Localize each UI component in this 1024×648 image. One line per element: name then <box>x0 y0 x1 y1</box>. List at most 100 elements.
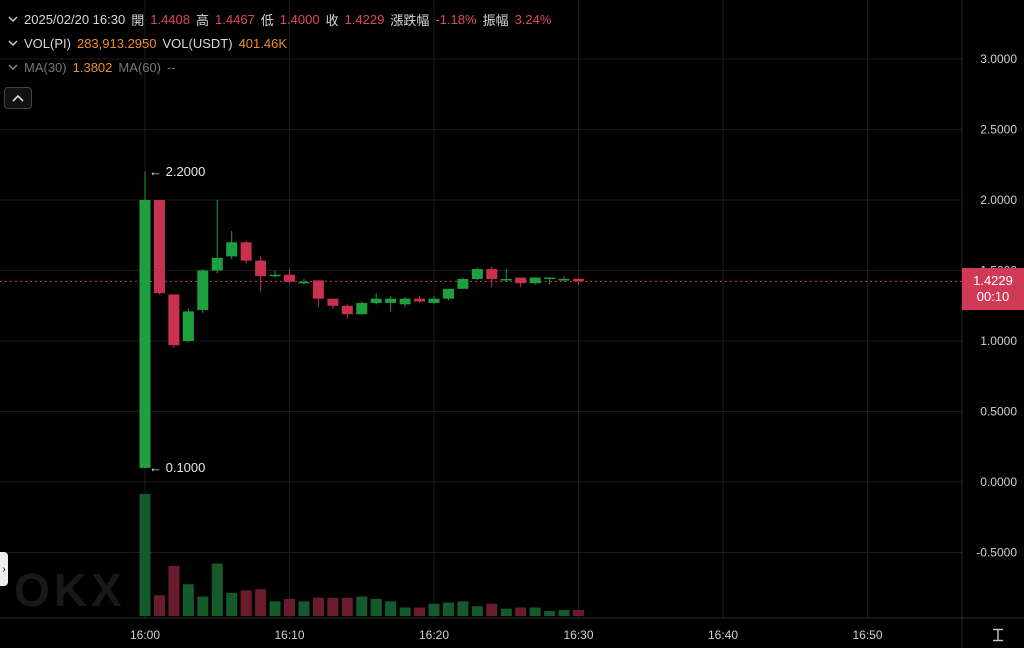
countdown: 00:10 <box>976 289 1010 304</box>
candle-body <box>414 298 426 302</box>
close-label: 收 <box>325 12 339 28</box>
volume-bar <box>442 602 454 616</box>
candle-body <box>240 242 252 261</box>
close-value: 1.4229 <box>344 11 385 27</box>
candle-body <box>226 242 238 257</box>
ma30-label: MA(30) <box>24 59 67 75</box>
volume-bar <box>240 590 252 616</box>
candle-body <box>269 274 281 277</box>
candle-body <box>515 277 527 284</box>
x-tick-label: 16:20 <box>419 628 449 642</box>
expand-panel-handle[interactable]: › <box>0 552 8 586</box>
volume-bar <box>385 601 397 616</box>
volume-bar <box>500 608 512 616</box>
ma60-value: -- <box>167 59 176 75</box>
low-value: 1.4000 <box>279 11 320 27</box>
candle-body <box>327 298 339 306</box>
candle-body <box>573 278 584 282</box>
candle-body <box>370 298 382 303</box>
candle-body <box>255 260 267 277</box>
volume-bar <box>356 596 368 616</box>
volume-bar <box>515 607 527 616</box>
volume-bar <box>226 592 238 616</box>
candle-body <box>284 274 295 282</box>
y-tick-label: -0.5000 <box>976 546 1017 560</box>
chevron-up-icon <box>12 94 24 102</box>
y-tick-label: 0.0000 <box>980 475 1017 489</box>
auto-scale-icon <box>993 628 1003 642</box>
chevron-down-icon[interactable] <box>8 62 18 72</box>
candle-body <box>341 305 353 315</box>
volume-bar <box>486 603 498 616</box>
ma30-value: 1.3802 <box>72 59 113 75</box>
volume-bar <box>471 606 483 616</box>
y-tick-label: 1.0000 <box>980 334 1017 348</box>
volume-info-row: VOL(PI) 283,913.2950 VOL(USDT) 401.46K <box>8 34 293 52</box>
last-price-tag: 1.4229 00:10 <box>962 268 1024 310</box>
candle-body <box>428 298 440 303</box>
price-annotation: ← 0.1000 <box>149 460 205 475</box>
y-tick-label: 3.0000 <box>980 52 1017 66</box>
volume-bar <box>428 603 440 616</box>
volume-bar <box>414 607 426 616</box>
volume-bar <box>298 601 310 616</box>
vol-usdt-label: VOL(USDT) <box>162 35 233 51</box>
auto-scale-button[interactable] <box>988 626 1008 644</box>
candle-body <box>139 200 151 468</box>
change-label: 漲跌幅 <box>390 12 430 28</box>
candle-body <box>211 257 223 271</box>
candle-body <box>153 200 165 294</box>
candle-body <box>312 280 324 299</box>
candle-body <box>182 311 194 341</box>
candle-body <box>457 278 469 289</box>
price-annotation: ← 2.2000 <box>149 164 205 179</box>
vol-coin-value: 283,913.2950 <box>76 35 157 51</box>
volume-bar <box>182 584 194 616</box>
chevron-down-icon[interactable] <box>8 14 18 24</box>
volume-bar <box>255 589 267 616</box>
vol-coin-label: VOL(PI) <box>24 35 71 51</box>
candle-body <box>385 298 397 303</box>
chevron-down-icon[interactable] <box>8 38 18 48</box>
ohlc-info-row: 2025/02/20 16:30 開 1.4408 高 1.4467 低 1.4… <box>8 10 557 28</box>
amplitude-label: 振幅 <box>482 12 509 28</box>
candle-body <box>471 269 483 279</box>
volume-bar <box>573 609 584 616</box>
candle-body <box>168 294 180 346</box>
candle-body <box>529 277 541 284</box>
low-label: 低 <box>260 12 274 28</box>
candle-body <box>298 281 310 284</box>
amplitude-value: 3.24% <box>514 11 552 27</box>
candle-body <box>486 269 498 279</box>
volume-bar <box>457 601 469 616</box>
volume-bar <box>399 607 411 616</box>
candle-body <box>544 277 556 280</box>
x-tick-label: 16:50 <box>852 628 882 642</box>
open-value: 1.4408 <box>150 11 190 27</box>
x-tick-label: 16:30 <box>563 628 593 642</box>
open-label: 開 <box>131 12 145 28</box>
candle-body <box>442 288 454 299</box>
volume-bar <box>544 611 556 616</box>
candle-body <box>558 278 570 281</box>
x-tick-label: 16:00 <box>130 628 160 642</box>
volume-bar <box>327 597 339 616</box>
okx-watermark-logo: OKX <box>14 564 126 616</box>
volume-bar <box>558 609 570 616</box>
x-tick-label: 16:40 <box>708 628 738 642</box>
candle-body <box>500 278 512 281</box>
ma60-label: MA(60) <box>118 59 162 75</box>
volume-bar <box>529 607 541 616</box>
candle-body <box>197 270 209 310</box>
change-value: -1.18% <box>435 11 477 27</box>
collapse-indicators-button[interactable] <box>4 87 32 109</box>
volume-bar <box>153 595 165 616</box>
volume-bar <box>211 563 223 616</box>
high-label: 高 <box>196 12 210 28</box>
x-tick-label: 16:10 <box>274 628 304 642</box>
volume-bar <box>197 596 209 616</box>
y-tick-label: 2.0000 <box>980 193 1017 207</box>
y-tick-label: 2.5000 <box>980 123 1017 137</box>
volume-bar <box>312 597 324 616</box>
